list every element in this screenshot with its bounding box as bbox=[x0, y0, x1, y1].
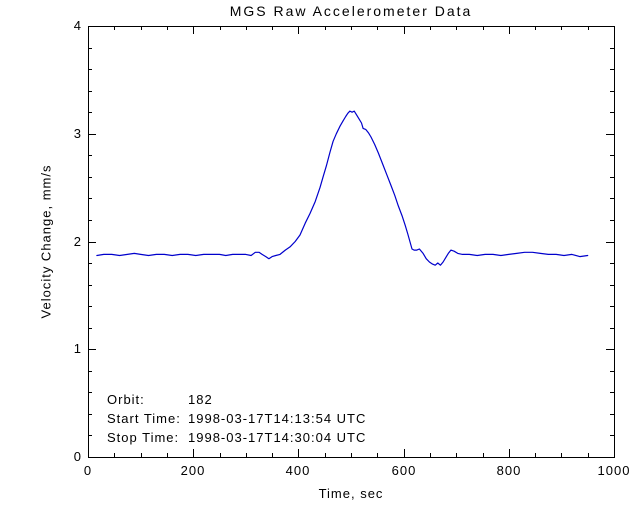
y-tick-label-1: 1 bbox=[73, 341, 82, 356]
chart-title: MGS Raw Accelerometer Data bbox=[229, 3, 473, 19]
annotation-block: Orbit: 182 Start Time: 1998-03-17T14:13:… bbox=[107, 390, 366, 447]
y-tick-label-2: 2 bbox=[73, 234, 82, 249]
y-tick-label-4: 4 bbox=[73, 18, 82, 33]
x-tick-label-600: 600 bbox=[391, 463, 417, 478]
x-axis-title: Time, sec bbox=[318, 486, 384, 501]
annotation-orbit-value: 182 bbox=[188, 392, 213, 407]
x-tick-label-800: 800 bbox=[496, 463, 522, 478]
data-line-velocity-change bbox=[96, 110, 589, 266]
y-tick-label-3: 3 bbox=[73, 126, 82, 141]
annotation-stop-time: Stop Time: 1998-03-17T14:30:04 UTC bbox=[107, 428, 366, 447]
x-tick-label-400: 400 bbox=[285, 463, 311, 478]
x-tick-label-1000: 1000 bbox=[597, 463, 631, 478]
annotation-orbit: Orbit: 182 bbox=[107, 390, 366, 409]
annotation-start-time-label: Start Time: bbox=[107, 411, 181, 426]
annotation-start-time: Start Time: 1998-03-17T14:13:54 UTC bbox=[107, 409, 366, 428]
annotation-stop-time-value: 1998-03-17T14:30:04 UTC bbox=[188, 430, 367, 445]
annotation-stop-time-label: Stop Time: bbox=[107, 430, 180, 445]
y-tick-label-0: 0 bbox=[73, 449, 82, 464]
x-tick-label-0: 0 bbox=[83, 463, 93, 478]
x-tick-label-200: 200 bbox=[180, 463, 206, 478]
annotation-orbit-label: Orbit: bbox=[107, 392, 145, 407]
annotation-start-time-value: 1998-03-17T14:13:54 UTC bbox=[188, 411, 367, 426]
